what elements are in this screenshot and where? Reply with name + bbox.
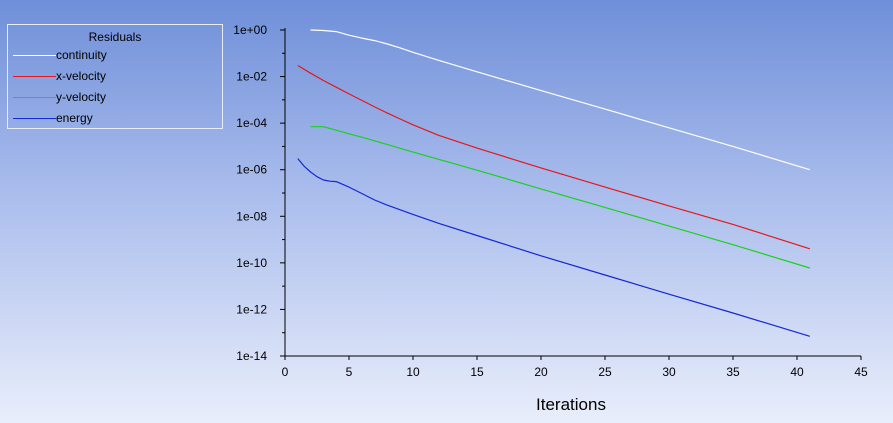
legend-title: Residuals (88, 30, 142, 44)
legend-label-continuity: continuity (56, 48, 107, 62)
x-axis-title: Iterations (536, 395, 606, 414)
x-tick-label: 0 (282, 365, 289, 379)
y-tick-label: 1e-04 (236, 116, 267, 130)
series-line-x-velocity (297, 64, 810, 250)
x-tick-label: 25 (598, 365, 612, 379)
legend-entry-continuity: continuity (8, 45, 222, 66)
series-line-energy (297, 158, 810, 337)
legend-entry-x-velocity: x-velocity (8, 66, 222, 87)
x-tick-label: 20 (534, 365, 548, 379)
y-tick-label: 1e+00 (233, 23, 267, 37)
legend-label-x-velocity: x-velocity (56, 69, 107, 83)
series-line-y-velocity (310, 126, 810, 269)
legend-swatch-continuity (13, 55, 56, 56)
y-tick-label: 1e-06 (236, 163, 267, 177)
x-tick-label: 15 (470, 365, 484, 379)
x-tick-label: 45 (854, 365, 868, 379)
legend: Residuals continuity x-velocity y-veloci… (7, 24, 223, 129)
legend-entry-y-velocity: y-velocity (8, 87, 222, 108)
x-tick-label: 30 (662, 365, 676, 379)
legend-swatch-x-velocity (13, 76, 56, 77)
y-tick-label: 1e-12 (236, 302, 267, 316)
legend-swatch-energy (13, 118, 56, 119)
legend-swatch-y-velocity (13, 97, 56, 98)
x-tick-label: 35 (726, 365, 740, 379)
y-tick-label: 1e-02 (236, 70, 267, 84)
y-tick-label: 1e-14 (236, 349, 267, 363)
legend-label-energy: energy (56, 111, 93, 125)
series-line-continuity (310, 29, 810, 171)
y-tick-label: 1e-10 (236, 256, 267, 270)
y-tick-label: 1e-08 (236, 209, 267, 223)
legend-entry-energy: energy (8, 108, 222, 129)
x-tick-label: 10 (406, 365, 420, 379)
x-tick-label: 5 (346, 365, 353, 379)
legend-label-y-velocity: y-velocity (56, 90, 107, 104)
x-tick-label: 40 (790, 365, 804, 379)
